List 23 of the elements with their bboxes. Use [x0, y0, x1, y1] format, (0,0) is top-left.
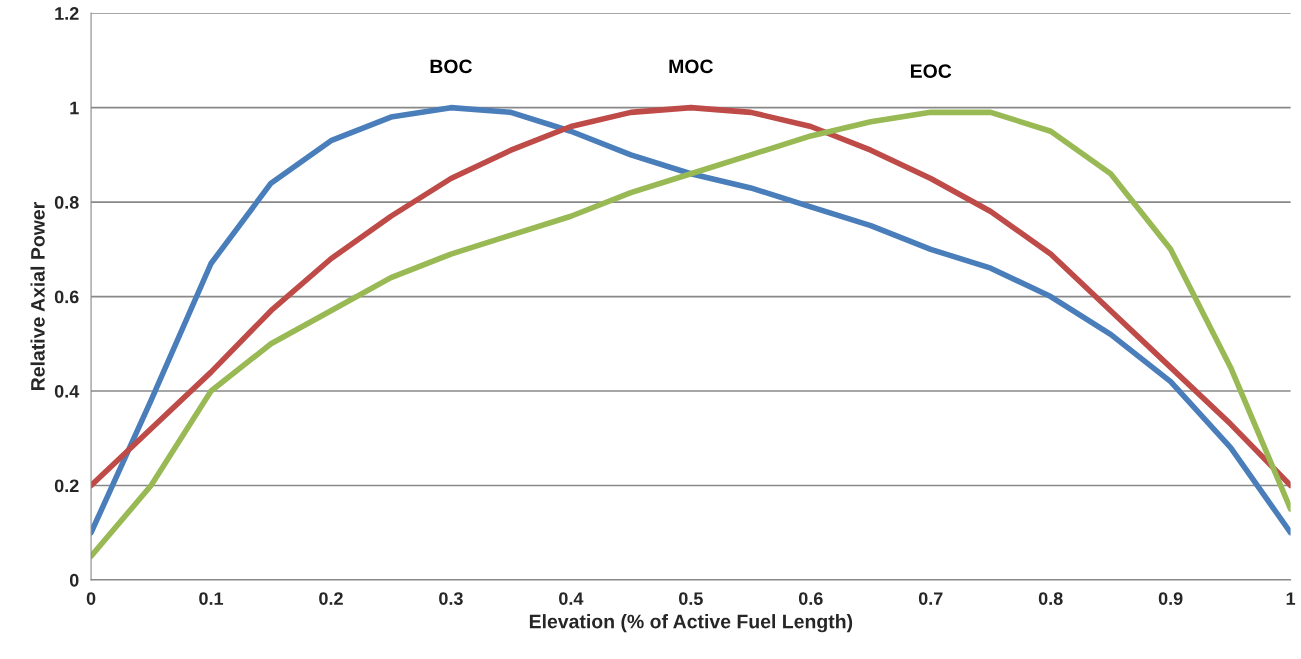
y-tick-label: 0.4 — [54, 384, 80, 398]
x-tick-label: 0.6 — [798, 592, 823, 605]
x-tick-label: 0.1 — [199, 592, 224, 605]
x-tick-label: 0.5 — [679, 592, 703, 605]
x-axis-title: Elevation (% of Active Fuel Length) — [529, 614, 853, 633]
x-tick-label: 0.9 — [1158, 592, 1183, 605]
x-tick-label: 0.7 — [918, 592, 943, 605]
y-tick-label: 0.8 — [54, 196, 79, 209]
x-tick-label: 1 — [1286, 592, 1296, 605]
x-tick-label: 0.4 — [559, 592, 584, 605]
x-tick-label: 0.8 — [1038, 592, 1063, 605]
y-tick-label: 1.2 — [55, 7, 79, 20]
series-label: MOC — [669, 59, 713, 74]
y-tick-label: 1 — [70, 101, 79, 115]
y-tick-label: 0 — [69, 573, 79, 587]
y-axis-title: Relative Axial Power — [30, 202, 45, 390]
x-tick-label: 0.3 — [439, 592, 463, 606]
series-label: BOC — [430, 59, 472, 74]
y-tick-label: 0.2 — [54, 479, 79, 493]
x-tick-label: 0.2 — [319, 592, 343, 605]
series-label: EOC — [910, 64, 952, 78]
x-tick-label: 0 — [86, 592, 96, 605]
y-tick-label: 0.6 — [54, 290, 79, 304]
